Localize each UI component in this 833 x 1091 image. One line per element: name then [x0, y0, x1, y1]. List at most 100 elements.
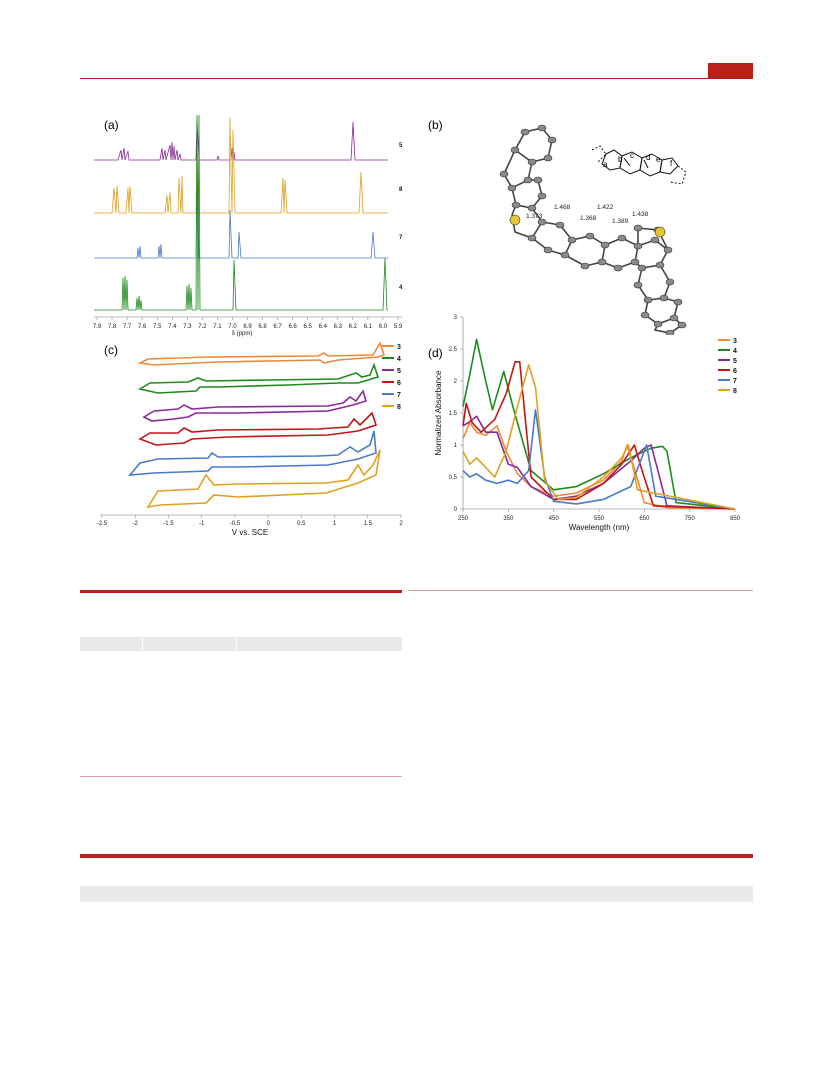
bond-label: 1.389 — [612, 218, 629, 225]
cv-legend-8: 8 — [397, 404, 401, 411]
bond-length-labels: 1.373 1.468 1.368 1.422 1.389 1.438 — [526, 204, 649, 225]
nmr-tick-label: 7.4 — [168, 324, 177, 330]
cv-trace-3 — [137, 341, 386, 366]
nmr-label-7: 7 — [399, 235, 403, 241]
site-label: e — [656, 155, 661, 164]
column-rule — [408, 590, 753, 591]
cv-legend-5: 5 — [397, 368, 401, 375]
cv-trace-6 — [138, 411, 378, 446]
nmr-tick-label: 7.1 — [213, 324, 222, 330]
abs-legend-label: 8 — [733, 388, 737, 395]
inset-schematic — [591, 145, 687, 185]
atoms — [499, 124, 687, 335]
cv-tick-label: 0.5 — [297, 521, 306, 527]
abs-xlabel: Wavelength (nm) — [569, 523, 630, 532]
nmr-tick-label: 6.2 — [349, 324, 358, 330]
site-label: c — [630, 151, 634, 160]
abs-x-tick-label: 750 — [685, 516, 696, 522]
bond-label: 1.368 — [580, 215, 597, 222]
site-label: d — [646, 153, 650, 162]
nmr-trace-7 — [94, 169, 388, 259]
nmr-trace-5 — [94, 119, 388, 161]
cv-tick-label: 2 — [399, 521, 403, 527]
table-top-rule — [80, 590, 402, 593]
abs-legend-label: 3 — [733, 338, 737, 345]
cv-figure: (c) 3 4 5 6 7 8 -2.5 -2 -1.5 -1 -0.5 0 0.5 1 1.5… — [97, 341, 403, 537]
nmr-tick-label: 7.8 — [108, 324, 117, 330]
abs-series-4 — [462, 338, 736, 510]
nmr-tick-label: 6.7 — [273, 324, 282, 330]
site-label: b — [618, 155, 623, 164]
abs-x-tick-label: 350 — [503, 516, 514, 522]
cv-tick-label: -1.5 — [163, 521, 174, 527]
absorbance-chart: (d) 250 350 450 550 650 750 850 0 0.5 1 1.5 2 2.5 3 3… — [428, 315, 741, 532]
abs-series-8 — [462, 364, 736, 510]
nmr-label-8: 8 — [399, 187, 403, 193]
abs-x-tick-label: 550 — [594, 516, 605, 522]
cv-tick-label: -0.5 — [230, 521, 241, 527]
cv-legend-6: 6 — [397, 380, 401, 387]
nmr-tick-label: 7.0 — [228, 324, 237, 330]
nmr-trace-8 — [94, 117, 388, 214]
nmr-tick-label: 7.6 — [138, 324, 147, 330]
bond-label: 1.468 — [554, 204, 571, 211]
nmr-tick-label: 6.4 — [319, 324, 328, 330]
nmr-tick-label: 7.7 — [123, 324, 132, 330]
abs-y-tick-label: 1.5 — [449, 411, 458, 417]
abs-x-tick-label: 450 — [549, 516, 560, 522]
abs-x-tick-label: 650 — [639, 516, 650, 522]
nmr-tick-label: 6.3 — [334, 324, 343, 330]
abs-y-tick-label: 0.5 — [449, 475, 458, 481]
abs-legend-label: 7 — [733, 378, 737, 385]
nmr-tick-label: 7.2 — [198, 324, 207, 330]
cv-tick-label: 0 — [266, 521, 270, 527]
abs-series-3 — [462, 421, 736, 510]
cv-tick-label: 1.5 — [364, 521, 373, 527]
wide-table-header-row — [80, 886, 753, 902]
panel-label-d: (d) — [428, 346, 443, 360]
panel-label-c: (c) — [104, 343, 118, 357]
site-label: a — [603, 160, 608, 169]
page-number-tab — [708, 63, 753, 78]
nmr-tick-label: 6.5 — [304, 324, 313, 330]
cv-trace-4 — [137, 362, 380, 394]
cv-tick-label: -2.5 — [97, 521, 108, 527]
nmr-tick-label: 7.9 — [93, 324, 102, 330]
cv-xlabel: V vs. SCE — [232, 528, 268, 537]
cv-trace-5 — [142, 389, 367, 422]
nmr-trace-labels: 5 8 7 4 — [399, 143, 403, 291]
cv-tick-label: -1 — [199, 521, 205, 527]
abs-legend: 3 4 5 6 7 8 — [718, 338, 737, 395]
cv-tick-label: -2 — [133, 521, 139, 527]
nmr-trace-4 — [94, 114, 388, 311]
panel-label-a: (a) — [104, 118, 119, 132]
nmr-tick-label: 6.9 — [243, 324, 252, 330]
sulfur-atoms — [509, 214, 666, 238]
cv-legend-3: 3 — [397, 344, 401, 351]
abs-x-tick-label: 250 — [458, 516, 469, 522]
bond-label: 1.373 — [526, 213, 543, 220]
abs-legend-label: 6 — [733, 368, 737, 375]
abs-legend-label: 5 — [733, 358, 737, 365]
bond-label: 1.438 — [632, 211, 649, 218]
nmr-tick-label: 7.5 — [153, 324, 162, 330]
nmr-tick-label: 6.8 — [258, 324, 267, 330]
crystal-structure-figure: (b) 1.373 — [428, 118, 687, 335]
abs-legend-label: 4 — [733, 348, 737, 355]
nmr-tick-label: 7.3 — [183, 324, 192, 330]
cv-tick-label: 1 — [333, 521, 337, 527]
abs-series-6 — [462, 361, 736, 510]
abs-y-tick-label: 0 — [454, 507, 458, 513]
cv-legend-7: 7 — [397, 392, 401, 399]
bond-label: 1.422 — [597, 204, 614, 211]
abs-x-tick-label: 850 — [730, 516, 741, 522]
nmr-tick-label: 6.1 — [364, 324, 373, 330]
panel-label-b: (b) — [428, 118, 443, 132]
nmr-label-5: 5 — [399, 143, 403, 149]
nmr-figure: (a) 5 8 7 4 7.9 7.8 7.7 7.6 7.5 7.4 7.3 7.2 7.1 7… — [93, 114, 403, 337]
abs-axes: 250 350 450 550 650 750 850 0 0.5 1 1.5 2 2.5 3 — [449, 315, 741, 522]
nmr-tick-labels: 7.9 7.8 7.7 7.6 7.5 7.4 7.3 7.2 7.1 7.0 6.9 6.8 6.7 6… — [93, 317, 403, 330]
nmr-label-4: 4 — [399, 285, 403, 291]
abs-y-tick-label: 2.5 — [449, 347, 458, 353]
abs-y-tick-label: 2 — [454, 379, 458, 385]
